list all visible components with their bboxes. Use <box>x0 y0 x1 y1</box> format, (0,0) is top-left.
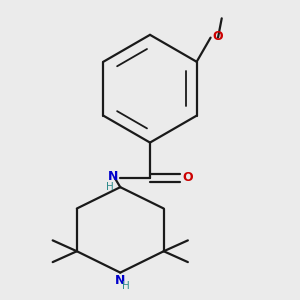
Text: N: N <box>108 170 118 183</box>
Text: N: N <box>115 274 125 287</box>
Text: O: O <box>213 30 224 44</box>
Text: H: H <box>106 182 114 192</box>
Text: H: H <box>122 281 130 291</box>
Text: O: O <box>182 171 193 184</box>
